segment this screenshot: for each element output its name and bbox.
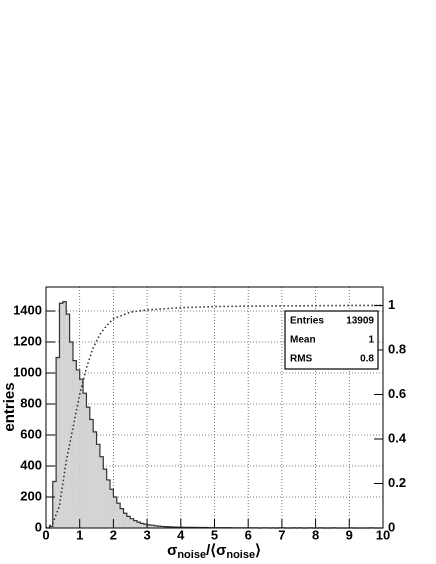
bar: [126, 516, 131, 528]
x-tick-label: 5: [211, 527, 218, 542]
y2-tick-label: 0.6: [388, 386, 406, 401]
bar: [130, 518, 134, 528]
bar: [136, 522, 141, 528]
stat-label: RMS: [290, 354, 313, 365]
bar: [150, 525, 154, 528]
x-tick-label: 3: [143, 527, 150, 542]
x-tick-label: 2: [110, 527, 117, 542]
bar: [157, 526, 161, 528]
stat-value: 0.8: [360, 354, 374, 365]
y-tick-label: 600: [20, 426, 42, 441]
y2-tick-label: 1: [388, 297, 395, 312]
x-tick-label: 0: [42, 527, 49, 542]
bar: [143, 524, 148, 528]
stats-frame: [284, 310, 379, 370]
bar: [69, 342, 73, 528]
bar: [153, 525, 158, 528]
stats-box: Entries 13909 Mean 1 RMS 0.8: [284, 310, 379, 370]
bar: [96, 444, 100, 528]
bar: [99, 456, 104, 528]
bar: [113, 497, 117, 528]
bar: [79, 379, 84, 528]
x-tick-label: 6: [245, 527, 252, 542]
bar: [163, 526, 168, 528]
bar: [133, 520, 137, 528]
cumulative-line: [45, 304, 383, 529]
x-label-part: /⟨σ: [206, 542, 226, 559]
bar: [116, 503, 121, 528]
x-label-part: noise: [226, 549, 255, 561]
x-tick-label: 1: [76, 527, 83, 542]
x-label-part: noise: [177, 549, 206, 561]
bar: [120, 508, 124, 528]
x-axis-label: σnoise/⟨σnoise⟩: [167, 542, 261, 561]
bar: [59, 303, 63, 528]
bar: [123, 513, 127, 528]
y2-tick-label: 0.4: [388, 430, 407, 445]
stat-label: Mean: [290, 335, 316, 346]
x-label-part: σ: [167, 542, 177, 559]
bar: [86, 407, 90, 528]
bar: [66, 314, 70, 528]
bar: [56, 357, 60, 528]
y2-tick-label: 0.2: [388, 475, 406, 490]
bar: [89, 419, 94, 528]
y-tick-label: 1200: [13, 333, 42, 348]
bar: [140, 523, 144, 528]
y-tick-label: 800: [20, 395, 42, 410]
y-tick-label: 1400: [13, 302, 42, 317]
y-tick-label: 0: [35, 519, 42, 534]
stat-value: 1: [368, 335, 374, 346]
bar: [160, 526, 164, 528]
y-tick-label: 400: [20, 457, 42, 472]
y2-tick-label: 0: [388, 519, 395, 534]
bar: [72, 360, 77, 528]
y2-tick-label: 0.8: [388, 341, 406, 356]
ticks: 0 1 2 3 4 5 6 7 8 9 10020040060080010001200140000.…: [13, 287, 407, 542]
x-tick-label: 10: [376, 527, 390, 542]
bar: [167, 526, 171, 528]
bar: [49, 526, 53, 528]
stat-value: 13909: [346, 316, 374, 327]
x-tick-label: 8: [312, 527, 319, 542]
bar: [110, 489, 114, 528]
x-tick-label: 9: [346, 527, 353, 542]
bar: [83, 393, 87, 528]
y-tick-label: 200: [20, 488, 42, 503]
bar: [52, 481, 57, 528]
bar: [106, 479, 111, 528]
bar: [147, 524, 151, 528]
bar: [93, 431, 97, 528]
y-tick-label: 1000: [13, 364, 42, 379]
x-tick-label: 7: [278, 527, 285, 542]
x-label-part: ⟩: [255, 542, 261, 559]
stat-label: Entries: [290, 316, 324, 327]
bar: [76, 369, 80, 528]
bar: [103, 469, 107, 528]
bar: [62, 301, 67, 528]
y-axis-label: entries: [1, 382, 18, 431]
x-tick-label: 4: [177, 527, 185, 542]
lines: [45, 304, 383, 529]
